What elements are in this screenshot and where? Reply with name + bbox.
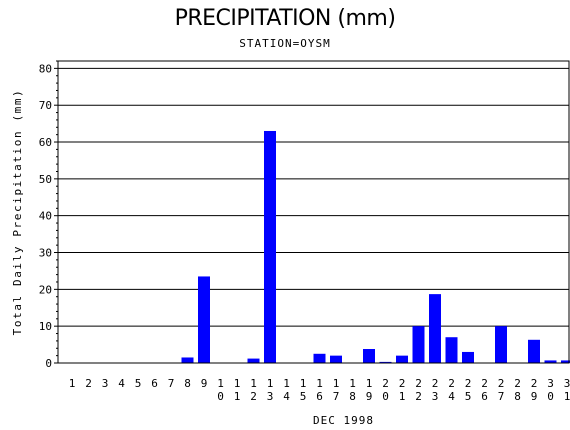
bar-day-19: [363, 349, 375, 363]
y-tick-label: 30: [39, 247, 52, 260]
x-tick-label: 1: [234, 390, 241, 403]
x-tick-label: 2: [382, 377, 389, 390]
x-tick-label: 4: [118, 377, 125, 390]
bar-day-13: [264, 130, 276, 363]
bar-day-23: [429, 294, 441, 363]
chart-title: PRECIPITATION (mm): [174, 6, 396, 31]
x-tick-label: 0: [382, 390, 389, 403]
bar-day-30: [544, 360, 557, 363]
x-tick-label: 8: [184, 377, 191, 390]
bar-day-12: [247, 358, 260, 363]
x-tick-label: 7: [168, 377, 175, 390]
x-tick-label: 9: [531, 390, 538, 403]
x-tick-label: 5: [300, 390, 307, 403]
plot-frame: [57, 60, 570, 364]
bar-day-17: [330, 355, 342, 363]
x-tick-label: 9: [201, 377, 208, 390]
x-tick-label: 1: [69, 377, 76, 390]
bar-day-27: [495, 326, 507, 363]
x-tick-label: 3: [432, 390, 439, 403]
x-tick-label: 4: [448, 390, 455, 403]
y-tick-label: 10: [39, 320, 52, 333]
x-tick-label: 1: [267, 377, 274, 390]
x-tick-label: 2: [415, 390, 422, 403]
x-tick-label: 1: [300, 377, 307, 390]
x-tick-label: 3: [102, 377, 109, 390]
y-axis-label: Total Daily Precipitation (mm): [11, 89, 24, 336]
x-tick-label: 1: [366, 377, 373, 390]
bar-day-16: [313, 353, 326, 363]
x-tick-label: 5: [135, 377, 142, 390]
bar-day-22: [412, 326, 425, 363]
bars: [181, 130, 570, 363]
x-axis-label: DEC 1998: [313, 414, 374, 427]
x-tick-label: 2: [514, 377, 521, 390]
x-tick-label: 9: [366, 390, 373, 403]
x-tick-label: 2: [498, 377, 505, 390]
grid-lines: [58, 67, 569, 327]
y-tick-label: 40: [39, 210, 52, 223]
bar-day-8: [181, 357, 194, 363]
bar-day-20: [379, 361, 392, 363]
y-tick-label: 80: [39, 62, 52, 75]
x-tick-label: 0: [547, 390, 554, 403]
x-tick-label: 1: [399, 390, 406, 403]
bar-day-24: [445, 337, 458, 363]
x-tick-label: 6: [481, 390, 488, 403]
chart-subtitle: STATION=OYSM: [239, 37, 331, 50]
x-tick-label: 2: [432, 377, 439, 390]
x-tick-label: 2: [448, 377, 455, 390]
x-tick-label: 8: [349, 390, 356, 403]
x-tick-label: 2: [399, 377, 406, 390]
x-tick-label: 6: [316, 390, 323, 403]
x-tick-label: 6: [151, 377, 158, 390]
y-tick-label: 60: [39, 136, 52, 149]
x-tick-label: 3: [564, 377, 570, 390]
x-tick-label: 8: [514, 390, 521, 403]
x-tick-label: 2: [85, 377, 92, 390]
x-tick-label: 7: [498, 390, 505, 403]
x-tick-label: 1: [217, 377, 224, 390]
x-tick-label: 2: [465, 377, 472, 390]
x-tick-label: 1: [564, 390, 570, 403]
x-tick-label: 7: [333, 390, 340, 403]
x-tick-label: 4: [283, 390, 290, 403]
bar-day-9: [198, 276, 210, 363]
x-tick-label: 2: [531, 377, 538, 390]
x-tick-label: 0: [217, 390, 224, 403]
x-tick-label: 1: [316, 377, 323, 390]
x-tick-label: 2: [250, 390, 257, 403]
x-tick-label: 2: [481, 377, 488, 390]
y-axis: 0 10 20 30 40 50 60 70 80: [39, 60, 58, 370]
y-tick-label: 0: [45, 357, 52, 370]
bar-day-31: [561, 360, 570, 363]
x-tick-label: 3: [267, 390, 274, 403]
x-tick-label: 5: [465, 390, 472, 403]
x-tick-label: 2: [415, 377, 422, 390]
x-tick-label: 1: [250, 377, 257, 390]
x-axis: 1 2 3 4 5 6 7 8 9 1011121314151617181920212223242…: [69, 377, 570, 403]
bar-day-21: [396, 355, 408, 363]
bar-day-29: [528, 339, 540, 363]
x-tick-label: 1: [333, 377, 340, 390]
x-tick-label: 3: [547, 377, 554, 390]
x-tick-label: 1: [234, 377, 241, 390]
y-tick-label: 50: [39, 173, 52, 186]
x-tick-label: 1: [349, 377, 356, 390]
x-tick-label: 1: [283, 377, 290, 390]
y-tick-label: 70: [39, 99, 52, 112]
bar-day-25: [462, 351, 474, 363]
y-tick-label: 20: [39, 283, 52, 296]
